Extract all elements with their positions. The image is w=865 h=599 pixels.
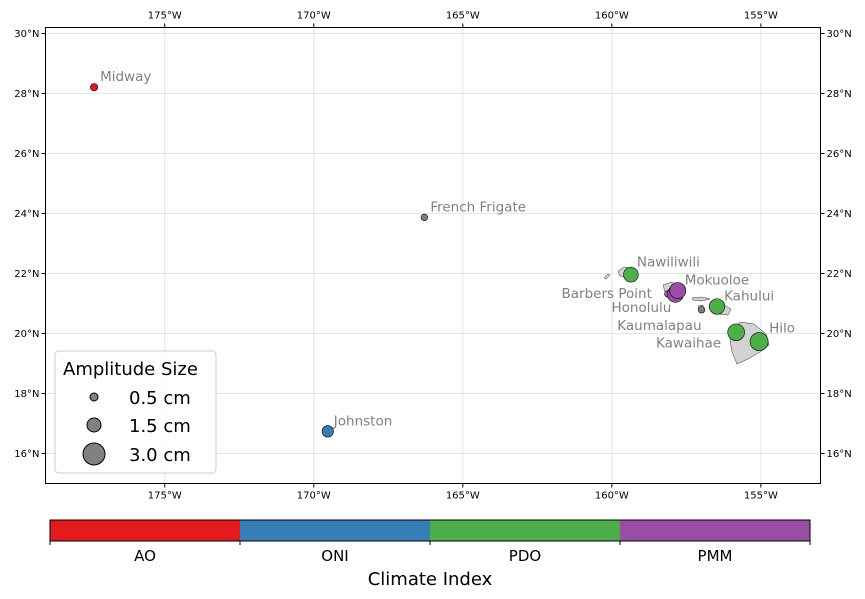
station-marker-nawiliwili [623, 267, 639, 283]
station-label-hilo: Hilo [769, 321, 795, 337]
lon-tick-label-bottom: 170°W [297, 491, 331, 502]
amplitude-legend: Amplitude Size 0.5 cm 1.5 cm 3.0 cm [54, 350, 217, 474]
lon-tick-label-top: 160°W [595, 11, 629, 22]
lat-tick-label-right: 26°N [827, 149, 852, 160]
station-marker-kawaihae [727, 323, 745, 342]
station-marker-johnston [321, 425, 334, 438]
lat-tick-label-left: 28°N [14, 89, 39, 100]
lat-tick-label-right: 28°N [827, 89, 852, 100]
lon-tick-label-top: 175°W [148, 11, 182, 22]
colorbar-segment-pdo [430, 520, 620, 541]
lat-tick-label-left: 26°N [14, 149, 39, 160]
colorbar-label-ao: AO [134, 547, 156, 565]
lat-tick-label-right: 20°N [827, 329, 852, 340]
station-label-french-frigate: French Frigate [430, 199, 526, 215]
station-label-barbers-point: Barbers Point [562, 286, 652, 302]
station-label-honolulu: Honolulu [611, 300, 671, 316]
lon-tick-label-top: 155°W [744, 11, 778, 22]
lat-tick-label-right: 30°N [827, 29, 852, 40]
legend-marker-small [89, 392, 99, 402]
colorbar-label-pdo: PDO [509, 547, 541, 565]
station-label-kaumalapau: Kaumalapau [617, 318, 701, 334]
legend-title: Amplitude Size [63, 359, 198, 380]
legend-label-small: 0.5 cm [129, 388, 191, 409]
map-frame [45, 27, 821, 484]
legend-box [54, 350, 217, 474]
station-marker-midway [90, 83, 99, 92]
station-marker-kaumalapau [697, 306, 706, 314]
island-niihau [603, 273, 611, 280]
station-markers: Midway French Frigate Johnston Nawiliwili Ba… [90, 69, 795, 438]
lon-tick-label-bottom: 165°W [446, 491, 480, 502]
station-marker-french-frigate [420, 213, 428, 222]
colorbar-label-pmm: PMM [698, 547, 733, 565]
lat-tick-label-left: 18°N [14, 389, 39, 400]
lat-tick-label-left: 22°N [14, 269, 39, 280]
lat-tick-label-right: 16°N [827, 449, 852, 460]
colorbar-segment-pmm [620, 520, 810, 541]
lat-tick-label-left: 30°N [14, 29, 39, 40]
station-label-midway: Midway [100, 69, 151, 85]
climate-index-colorbar: AO ONI PDO PMM Climate Index [49, 519, 811, 590]
colorbar-title: Climate Index [368, 569, 493, 590]
lat-tick-label-right: 18°N [827, 389, 852, 400]
station-marker-hilo [749, 332, 769, 351]
lat-tick-label-right: 24°N [827, 209, 852, 220]
station-label-johnston: Johnston [333, 413, 393, 429]
station-label-mokuoloe: Mokuoloe [685, 273, 749, 289]
legend-label-medium: 1.5 cm [129, 416, 191, 437]
station-label-kahului: Kahului [724, 289, 774, 305]
lon-tick-label-bottom: 160°W [595, 491, 629, 502]
axis-ticks: 175°W 175°W 170°W 170°W 165°W 165°W 160°W 160°W… [14, 11, 851, 502]
colorbar-segment-ao [50, 520, 240, 541]
lon-tick-label-bottom: 155°W [744, 491, 778, 502]
lon-tick-label-top: 165°W [446, 11, 480, 22]
lat-tick-label-left: 20°N [14, 329, 39, 340]
station-marker-kahului [709, 298, 726, 315]
station-marker-mokuoloe [669, 282, 687, 300]
lat-tick-label-right: 22°N [827, 269, 852, 280]
legend-marker-medium [86, 417, 102, 433]
legend-label-large: 3.0 cm [129, 445, 191, 466]
station-label-kawaihae: Kawaihae [656, 335, 721, 351]
island-molokai [691, 296, 711, 302]
station-label-nawiliwili: Nawiliwili [637, 255, 700, 271]
lon-tick-label-top: 170°W [297, 11, 331, 22]
lat-tick-label-left: 16°N [14, 449, 39, 460]
lat-tick-label-left: 24°N [14, 209, 39, 220]
colorbar-segment-oni [240, 520, 430, 541]
lon-tick-label-bottom: 175°W [148, 491, 182, 502]
legend-marker-large [82, 442, 106, 466]
colorbar-label-oni: ONI [321, 547, 348, 565]
